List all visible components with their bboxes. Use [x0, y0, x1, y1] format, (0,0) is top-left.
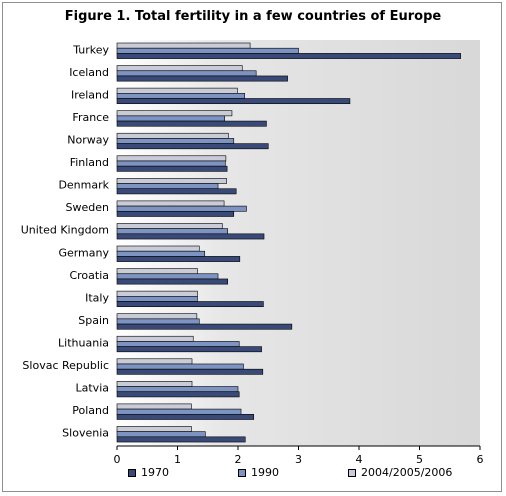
bar-sweden-1970 — [116, 210, 235, 217]
bar-croatia-1970 — [116, 278, 229, 285]
x-tick-label: 4 — [356, 453, 363, 466]
legend-label-1970: 1970 — [141, 466, 169, 479]
bar-norway-1990 — [116, 138, 235, 144]
bar-finland-1970 — [116, 165, 228, 172]
bar-turkey-1990 — [116, 47, 299, 54]
bar-finland-1990 — [116, 160, 226, 167]
category-label-slovenia: Slovenia — [62, 427, 109, 440]
bar-germany-1990 — [116, 250, 206, 257]
bar-denmark-2004-2005-2006 — [116, 178, 227, 184]
x-tick-label: 0 — [114, 453, 121, 466]
category-label-turkey: Turkey — [72, 43, 109, 56]
x-tick-label: 2 — [235, 453, 242, 466]
category-label-denmark: Denmark — [58, 179, 109, 192]
legend-swatch-1990 — [238, 468, 246, 477]
bar-finland-2004-2005-2006 — [116, 155, 227, 162]
x-tick-label: 6 — [477, 453, 484, 466]
plot-area — [117, 40, 480, 446]
bar-united-kingdom-1970 — [116, 233, 265, 240]
bar-sweden-2004-2005-2006 — [116, 200, 225, 207]
bar-spain-1970 — [116, 323, 293, 330]
bar-lithuania-2004-2005-2006 — [116, 335, 194, 342]
bar-france-2004-2005-2006 — [116, 110, 233, 117]
bar-poland-1990 — [116, 408, 242, 415]
bar-iceland-1970 — [116, 75, 288, 82]
category-label-united-kingdom: United Kingdom — [21, 224, 109, 237]
legend-item-1990: 1990 — [238, 466, 279, 479]
bar-slovac-republic-2004-2005-2006 — [116, 358, 193, 365]
category-label-lithuania: Lithuania — [58, 337, 109, 350]
category-label-latvia: Latvia — [76, 382, 110, 395]
bar-turkey-2004-2005-2006 — [116, 42, 251, 49]
category-label-slovac-republic: Slovac Republic — [22, 359, 109, 372]
bar-norway-2004-2005-2006 — [116, 132, 229, 139]
legend-swatch-1970 — [128, 468, 136, 477]
category-label-finland: Finland — [70, 156, 109, 169]
x-tick-label: 5 — [416, 453, 423, 466]
bar-croatia-2004-2005-2006 — [116, 268, 198, 275]
bar-ireland-1990 — [116, 93, 245, 99]
category-label-italy: Italy — [85, 291, 109, 304]
category-label-croatia: Croatia — [69, 269, 109, 282]
x-tick-label: 1 — [174, 453, 181, 466]
bar-latvia-1970 — [116, 391, 240, 398]
bar-ireland-1970 — [116, 98, 351, 105]
bar-france-1990 — [116, 115, 225, 122]
category-label-ireland: Ireland — [71, 88, 109, 101]
category-label-spain: Spain — [78, 314, 109, 327]
bar-latvia-2004-2005-2006 — [116, 381, 193, 387]
bar-lithuania-1970 — [116, 346, 262, 353]
legend-label-1990: 1990 — [251, 466, 279, 479]
bar-spain-1990 — [116, 318, 200, 325]
bar-france-1970 — [116, 120, 267, 127]
bar-denmark-1970 — [116, 188, 237, 195]
x-tick-label: 3 — [295, 453, 302, 466]
bar-norway-1970 — [116, 143, 269, 150]
bar-turkey-1970 — [116, 53, 461, 59]
category-label-norway: Norway — [67, 134, 109, 147]
bar-lithuania-1990 — [116, 341, 240, 347]
bar-germany-1970 — [116, 256, 241, 262]
bar-slovenia-2004-2005-2006 — [116, 426, 192, 432]
bar-poland-2004-2005-2006 — [116, 403, 192, 410]
category-label-iceland: Iceland — [69, 66, 109, 79]
bar-united-kingdom-2004-2005-2006 — [116, 223, 223, 229]
bar-croatia-1990 — [116, 273, 219, 280]
category-label-germany: Germany — [58, 246, 109, 259]
chart-title: Figure 1. Total fertility in a few count… — [64, 9, 442, 24]
bar-ireland-2004-2005-2006 — [116, 87, 238, 94]
bar-slovac-republic-1970 — [116, 368, 264, 375]
bar-denmark-1990 — [116, 183, 219, 190]
legend-swatch-2004-2005-2006 — [348, 468, 356, 477]
bar-iceland-2004-2005-2006 — [116, 65, 243, 72]
bar-italy-1970 — [116, 301, 264, 308]
category-label-sweden: Sweden — [66, 201, 109, 214]
legend-item-1970: 1970 — [128, 466, 169, 479]
bar-slovac-republic-1990 — [116, 363, 244, 370]
bar-iceland-1990 — [116, 70, 257, 77]
bar-united-kingdom-1990 — [116, 228, 229, 235]
bar-italy-1990 — [116, 296, 198, 302]
bar-spain-2004-2005-2006 — [116, 313, 198, 320]
bar-italy-2004-2005-2006 — [116, 290, 198, 297]
legend-item-2004-2005-2006: 2004/2005/2006 — [348, 466, 452, 479]
bar-latvia-1990 — [116, 386, 239, 393]
category-label-poland: Poland — [72, 404, 109, 417]
bar-poland-1970 — [116, 413, 255, 420]
bar-slovenia-1970 — [116, 436, 246, 443]
bar-sweden-1990 — [116, 205, 247, 212]
bar-slovenia-1990 — [116, 431, 206, 438]
bar-germany-2004-2005-2006 — [116, 245, 200, 252]
legend-label-2004-2005-2006: 2004/2005/2006 — [361, 466, 453, 479]
category-label-france: France — [72, 111, 109, 124]
